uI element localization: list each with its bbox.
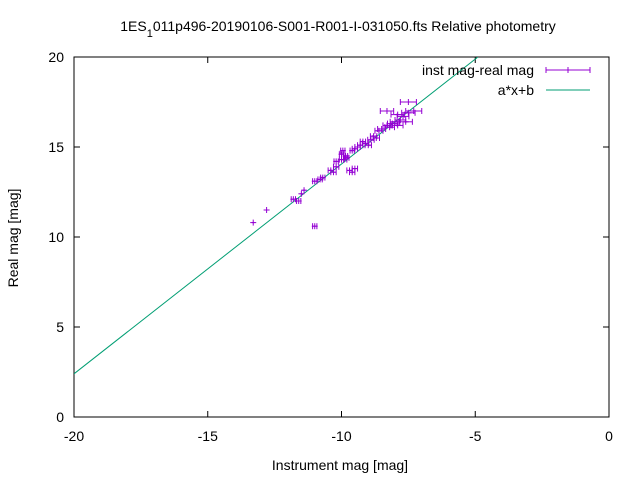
data-point [379, 108, 395, 114]
data-point [364, 142, 372, 149]
y-tick-label: 0 [56, 409, 64, 425]
axes [73, 56, 610, 418]
chart-title-subscript: 1 [147, 28, 153, 40]
data-point [311, 223, 318, 230]
data-point [250, 219, 257, 226]
data-point [361, 140, 370, 147]
legend-label-points: inst mag-real mag [422, 62, 534, 78]
data-point [298, 190, 305, 197]
data-point [372, 135, 380, 141]
data-point [290, 196, 297, 203]
x-tick-label: -5 [469, 428, 482, 444]
svg-text:1ES1011p496-20190106-S001-R001: 1ES1011p496-20190106-S001-R001-I-031050.… [120, 18, 556, 40]
data-point [295, 198, 302, 204]
legend: inst mag-real mag a*x+b [422, 62, 591, 98]
x-tick-label: -15 [198, 428, 218, 444]
y-axis-label: Real mag [mag] [5, 189, 21, 288]
data-point [405, 108, 423, 114]
data-point [343, 154, 350, 161]
chart-title: 1ES1011p496-20190106-S001-R001-I-031050.… [120, 18, 556, 40]
data-point [351, 165, 359, 172]
data-point [333, 158, 340, 165]
data-point [339, 147, 346, 154]
chart-title-main: 1ES [120, 18, 146, 34]
x-tick-label: -10 [331, 428, 351, 444]
data-point [399, 99, 417, 105]
data-point [398, 118, 413, 125]
plot-frame [73, 56, 610, 418]
y-tick-label: 10 [48, 229, 64, 245]
data-point [301, 187, 308, 194]
data-point [390, 111, 405, 118]
plot-series [74, 57, 479, 375]
legend-label-fit: a*x+b [498, 82, 534, 98]
data-point [319, 174, 326, 181]
data-point [330, 169, 337, 176]
data-point [311, 178, 318, 185]
y-tick-label: 15 [48, 139, 64, 155]
y-tick-label: 5 [56, 319, 64, 335]
data-point [384, 124, 395, 131]
x-tick-label: -20 [64, 428, 84, 444]
data-point [391, 122, 404, 129]
data-point [332, 163, 340, 170]
y-tick-label: 20 [48, 49, 64, 65]
axis-ticks: -20 -15 -10 -5 0 0 5 10 15 20 [48, 49, 613, 444]
x-axis-label: Instrument mag [mag] [272, 457, 408, 473]
fit-line [74, 57, 479, 375]
chart-title-rest: 011p496-20190106-S001-R001-I-031050.fts … [153, 18, 556, 34]
data-point [263, 207, 270, 213]
x-tick-label: 0 [605, 428, 613, 444]
